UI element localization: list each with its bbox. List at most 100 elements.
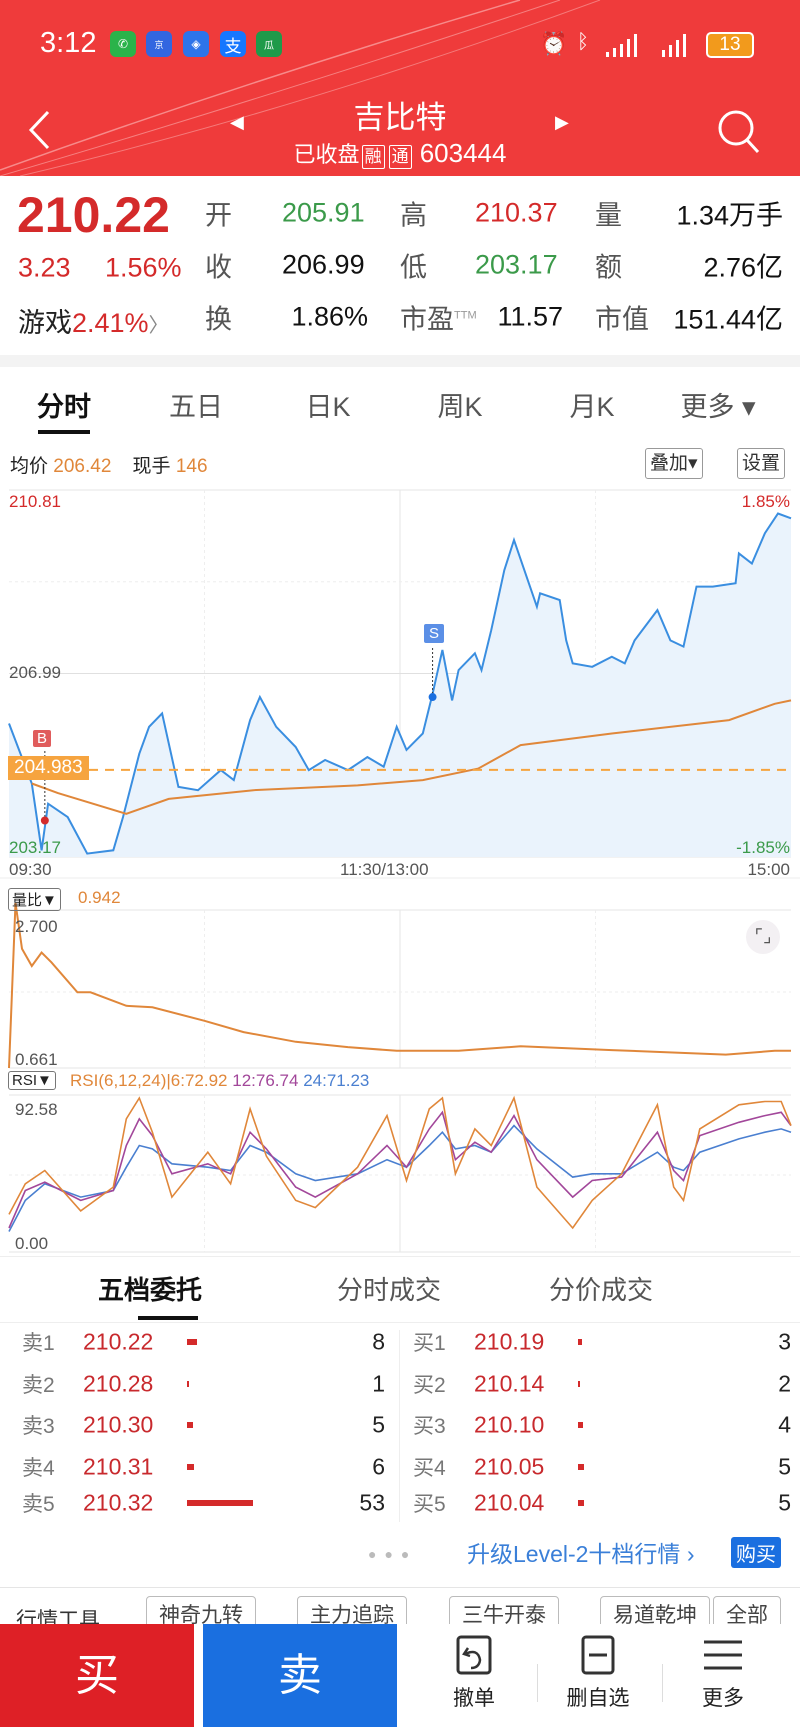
amount-value: 2.76亿	[703, 252, 783, 283]
hand-label: 现手	[132, 456, 171, 477]
divider	[0, 355, 800, 367]
rsi-ytick-high: 92.58	[15, 1100, 58, 1119]
settings-button[interactable]: 设置	[737, 448, 786, 479]
purchase-button[interactable]: 购买	[731, 1537, 781, 1568]
buy-level-row[interactable]: 买4 210.05 5	[413, 1449, 793, 1485]
divider	[662, 1664, 663, 1702]
sell-marker[interactable]: S	[424, 624, 445, 643]
level-volume-bar	[578, 1381, 581, 1387]
intraday-chart[interactable]	[0, 0, 800, 1260]
mcap-label: 市值	[595, 304, 649, 335]
rsi24-line	[8, 1124, 792, 1232]
tab-weekly-k[interactable]: 周K	[437, 392, 483, 422]
open-value: 205.91	[282, 197, 365, 228]
rsi24-legend: 24:71.23	[303, 1071, 370, 1090]
high-value: 210.37	[475, 197, 558, 228]
level-qty: 6	[372, 1453, 385, 1480]
mcap-value: 151.44亿	[673, 304, 783, 335]
level-label: 卖4	[22, 1457, 55, 1480]
ytick-high: 210.81	[9, 492, 61, 511]
volume-ratio-line	[8, 902, 791, 1069]
sell-level-row[interactable]: 卖2 210.28 1	[22, 1366, 402, 1402]
level-qty: 1	[372, 1370, 385, 1397]
alipay-icon: 支	[220, 31, 246, 57]
level-price: 210.19	[474, 1328, 545, 1355]
buy-level-row[interactable]: 买5 210.04 5	[413, 1485, 793, 1521]
cancel-order-button[interactable]: 撤单	[424, 1634, 524, 1712]
turnover-value: 1.86%	[291, 301, 368, 332]
next-stock-icon[interactable]: ▶	[555, 112, 569, 132]
wechat-icon: ✆	[110, 31, 136, 57]
tab-price-volume[interactable]: 分价成交	[549, 1275, 654, 1305]
rsi-ytick-low: 0.00	[15, 1234, 49, 1253]
prev-stock-icon[interactable]: ◀	[230, 112, 244, 132]
level-volume-bar	[187, 1464, 195, 1470]
tab-more[interactable]: 更多 ▾	[680, 392, 756, 422]
remove-watchlist-label: 删自选	[566, 1687, 630, 1710]
level-price: 210.10	[474, 1411, 545, 1438]
level-label: 卖5	[22, 1493, 55, 1516]
market-status: 已收盘	[293, 142, 360, 167]
cost-line-label: 204.983	[8, 756, 89, 780]
sell-level-row[interactable]: 卖1 210.22 8	[22, 1324, 402, 1360]
vr-ytick-low: 0.661	[15, 1050, 58, 1069]
sell-level-row[interactable]: 卖4 210.31 6	[22, 1449, 402, 1485]
search-icon[interactable]	[716, 108, 762, 156]
buy-button[interactable]: 买	[0, 1624, 194, 1727]
more-button[interactable]: 更多	[673, 1634, 773, 1712]
level-volume-bar	[187, 1500, 253, 1506]
rsi-selector[interactable]: RSI▼	[8, 1071, 56, 1090]
back-icon[interactable]	[26, 108, 52, 152]
buy-marker[interactable]: B	[33, 730, 52, 747]
vr-ytick-high: 2.700	[15, 917, 58, 936]
high-label: 高	[400, 200, 427, 231]
battery-icon: 13	[706, 32, 754, 58]
level-price: 210.04	[474, 1489, 545, 1516]
tab-intraday[interactable]: 分时	[37, 392, 91, 422]
level-price: 210.28	[83, 1370, 154, 1397]
amount-label: 额	[595, 252, 622, 283]
buy-level-row[interactable]: 买1 210.19 3	[413, 1324, 793, 1360]
sector-name: 游戏	[18, 308, 72, 338]
tab-daily-k[interactable]: 日K	[305, 392, 351, 422]
buy-level-row[interactable]: 买3 210.10 4	[413, 1407, 793, 1443]
level-volume-bar	[578, 1339, 582, 1345]
sector-pct: 2.41%	[72, 308, 149, 338]
expand-icon[interactable]: ⌜⌟	[746, 920, 780, 954]
stock-code: 603444	[419, 138, 507, 168]
tab-monthly-k[interactable]: 月K	[569, 392, 615, 422]
pct-high: 1.85%	[741, 492, 790, 511]
level-volume-bar	[187, 1381, 189, 1387]
avg-price-info: 均价 206.42 现手 146	[10, 451, 208, 478]
xtick-open: 09:30	[9, 860, 52, 879]
rsi-legend: RSI(6,12,24)|6:72.92 12:76.74 24:71.23	[70, 1071, 369, 1091]
pe-label: 市盈TTM	[400, 298, 477, 337]
level-qty: 2	[778, 1370, 791, 1397]
level-price: 210.32	[83, 1489, 154, 1516]
level-qty: 5	[778, 1453, 791, 1480]
upgrade-level2-link[interactable]: 升级Level-2十档行情 ›	[467, 1541, 695, 1567]
header-decoration	[0, 0, 601, 176]
hand-value: 146	[175, 456, 208, 477]
avg-value: 206.42	[53, 456, 112, 477]
shield-app-icon: ◈	[183, 31, 209, 57]
level-qty: 5	[372, 1411, 385, 1438]
remove-watchlist-button[interactable]: 删自选	[548, 1634, 648, 1712]
sector-link[interactable]: 游戏2.41%〉	[18, 301, 169, 340]
tab-order-book[interactable]: 五档委托	[98, 1275, 203, 1305]
overlay-button[interactable]: 叠加▾	[645, 448, 703, 479]
level-volume-bar	[187, 1339, 197, 1345]
buy-level-row[interactable]: 买2 210.14 2	[413, 1366, 793, 1402]
sell-level-row[interactable]: 卖3 210.30 5	[22, 1407, 402, 1443]
level-label: 卖2	[22, 1374, 55, 1397]
volume-ratio-selector[interactable]: 量比▼	[8, 888, 61, 911]
tab-tick-trades[interactable]: 分时成交	[337, 1275, 442, 1305]
tab-5day[interactable]: 五日	[169, 392, 223, 422]
level-label: 买5	[413, 1493, 446, 1516]
sell-level-row[interactable]: 卖5 210.32 53	[22, 1485, 402, 1521]
divider	[0, 1587, 800, 1588]
jd-icon: 京	[146, 31, 172, 57]
sell-button[interactable]: 卖	[203, 1624, 397, 1727]
level-qty: 4	[778, 1411, 791, 1438]
rsi6-legend: 6:72.92	[170, 1071, 228, 1090]
